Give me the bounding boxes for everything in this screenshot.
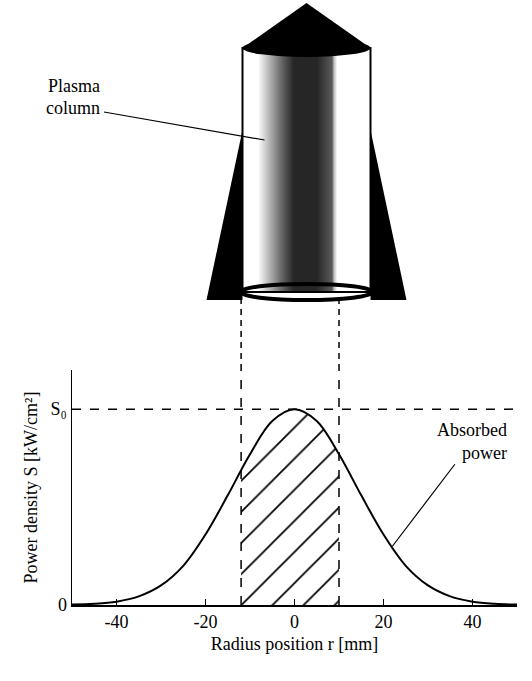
svg-text:20: 20 — [375, 612, 393, 632]
svg-text:Radius position r [mm]: Radius position r [mm] — [211, 634, 379, 654]
svg-text:-20: -20 — [194, 612, 218, 632]
svg-text:S₀: S₀ — [51, 399, 67, 419]
svg-text:40: 40 — [464, 612, 482, 632]
svg-text:Plasmacolumn: Plasmacolumn — [46, 76, 100, 118]
svg-text:0: 0 — [58, 595, 67, 615]
svg-text:0: 0 — [290, 612, 299, 632]
svg-text:-40: -40 — [105, 612, 129, 632]
svg-text:Absorbedpower: Absorbedpower — [437, 420, 507, 463]
svg-text:Power density S [kW/cm²]: Power density S [kW/cm²] — [21, 392, 41, 584]
